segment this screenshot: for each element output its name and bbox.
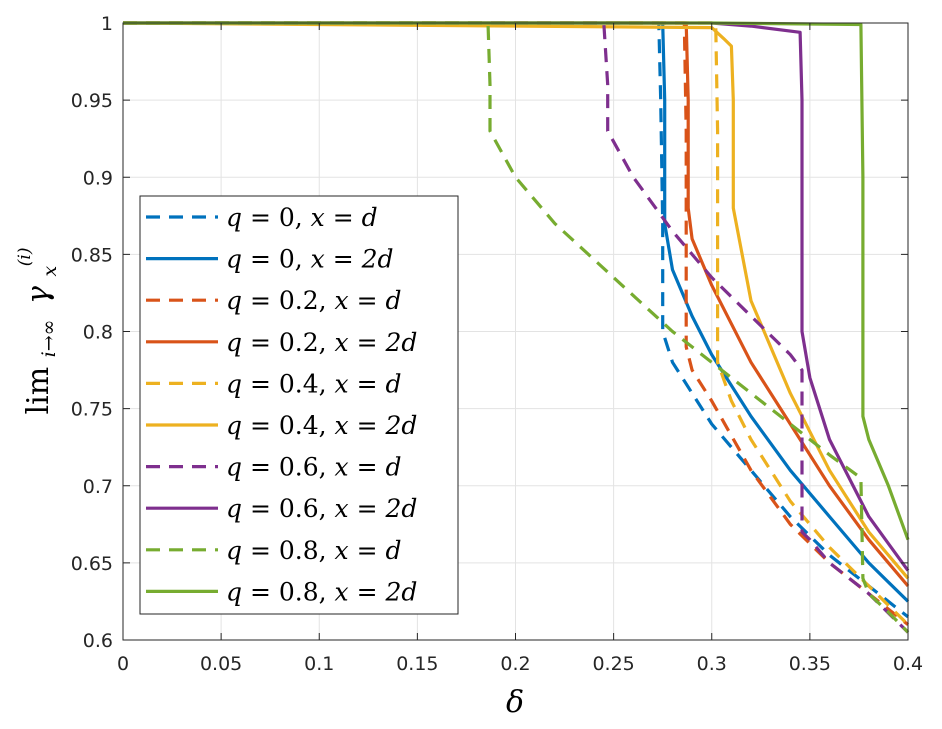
legend-box xyxy=(139,195,459,615)
x-tick-label: 0.15 xyxy=(396,653,438,675)
legend-label-1: q = 0, x = 2d xyxy=(226,245,394,274)
series-group xyxy=(122,21,910,634)
y-tick-label: 0.95 xyxy=(71,90,113,112)
x-tick-label: 0.25 xyxy=(592,653,634,675)
legend-label-0: q = 0, x = d xyxy=(226,203,378,232)
series-line-1 xyxy=(123,21,910,603)
x-tick-label: 0.4 xyxy=(893,653,923,675)
y-tick-label: 0.65 xyxy=(71,553,113,575)
series-line-5 xyxy=(122,21,910,580)
x-tick-label: 0.3 xyxy=(697,653,727,675)
series-line-6 xyxy=(123,21,910,634)
y-tick-label: 0.7 xyxy=(83,476,113,498)
series-line-3 xyxy=(123,21,910,588)
y-tick-label: 0.75 xyxy=(71,399,113,421)
y-tick-labels: 0.6 0.65 0.7 0.75 0.8 0.85 0.9 0.95 1 xyxy=(71,13,113,652)
x-tick-labels: 0 0.05 0.1 0.15 0.2 0.25 0.3 0.35 0.4 xyxy=(117,653,923,675)
y-axis-title-gamma-superscript: (i) xyxy=(15,247,35,266)
y-axis-title-lim: lim xyxy=(21,367,56,415)
tick-marks xyxy=(122,22,909,641)
series-line-2 xyxy=(123,21,909,626)
x-tick-label: 0.05 xyxy=(200,653,242,675)
legend-label-3: q = 0.2, x = 2d xyxy=(226,328,417,357)
svg-text:lim i→∞ γ x: lim i→∞ γ x (i) xyxy=(15,247,64,414)
x-tick-label: 0 xyxy=(117,653,129,675)
series-line-4 xyxy=(123,21,910,626)
y-axis-title-gamma: γ xyxy=(21,286,56,304)
y-tick-label: 0.6 xyxy=(83,630,113,652)
legend-label-5: q = 0.4, x = 2d xyxy=(226,411,417,440)
legend-label-6: q = 0.6, x = d xyxy=(226,453,401,482)
legend: q = 0, x = d q = 0, x = 2d q = 0.2, x = d q… xyxy=(139,195,459,615)
y-tick-label: 0.8 xyxy=(83,322,113,344)
x-tick-label: 0.35 xyxy=(789,653,831,675)
legend-label-9: q = 0.8, x = 2d xyxy=(226,577,417,606)
legend-label-2: q = 0.2, x = d xyxy=(226,286,401,315)
series-line-8 xyxy=(123,21,910,634)
y-tick-label: 0.85 xyxy=(71,244,113,266)
x-axis-title: δ xyxy=(506,685,524,720)
x-tick-label: 0.2 xyxy=(500,653,530,675)
y-axis-title-gamma-subscript: x xyxy=(39,265,61,276)
y-tick-label: 1 xyxy=(101,13,113,35)
y-tick-label: 0.9 xyxy=(83,167,113,189)
legend-label-4: q = 0.4, x = d xyxy=(226,369,401,398)
x-tick-label: 0.1 xyxy=(304,653,334,675)
y-axis-title: lim i→∞ γ x (i) xyxy=(15,247,64,414)
legend-label-8: q = 0.8, x = d xyxy=(226,536,401,565)
legend-label-7: q = 0.6, x = 2d xyxy=(226,494,417,523)
y-axis-title-lim-subscript: i→∞ xyxy=(38,319,60,357)
